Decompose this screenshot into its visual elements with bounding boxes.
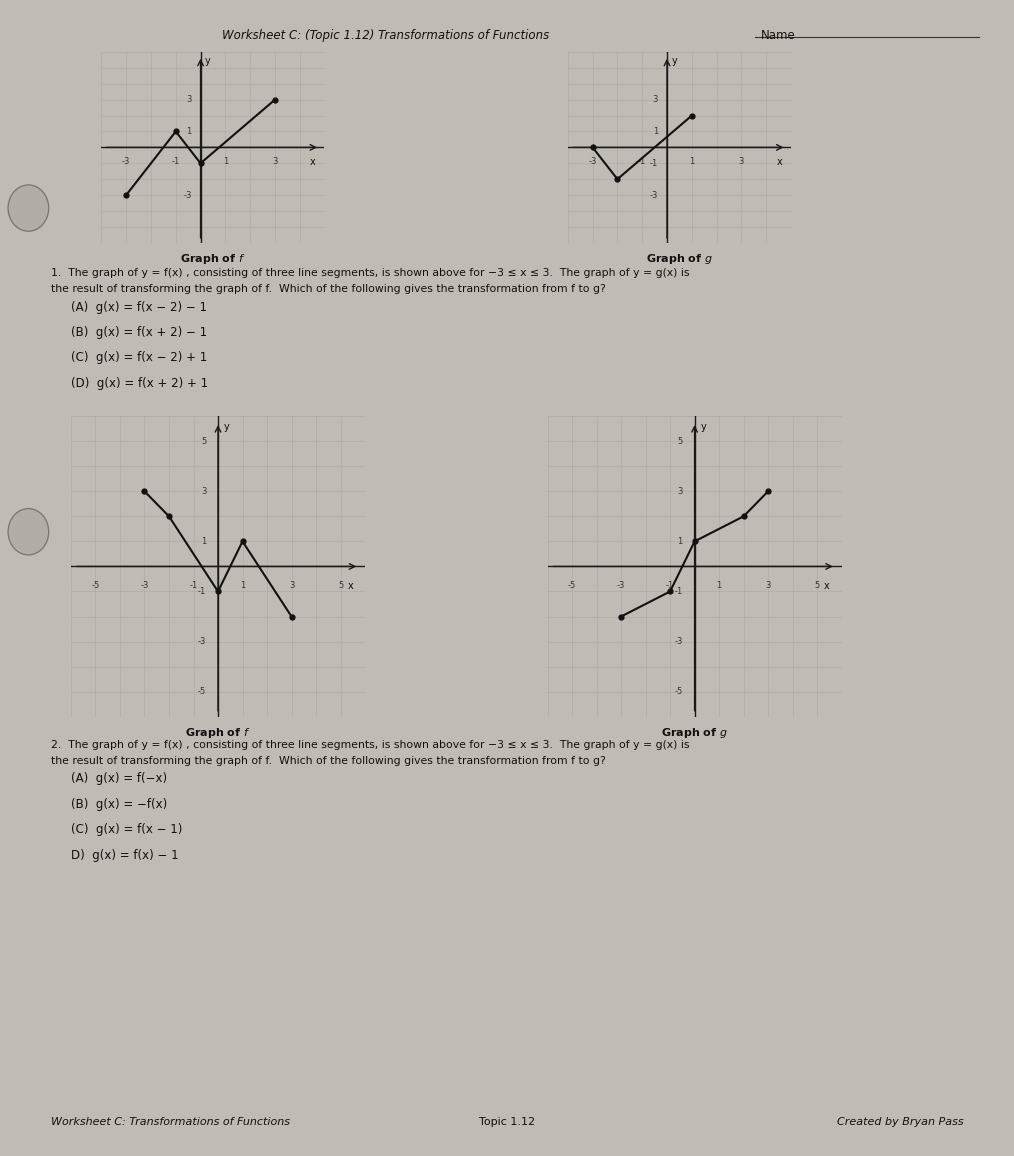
Text: 1: 1 <box>187 127 192 136</box>
Text: -3: -3 <box>674 637 682 646</box>
Text: 3: 3 <box>187 95 192 104</box>
Text: -3: -3 <box>198 637 206 646</box>
Text: (A)  g(x) = f(x − 2) − 1: (A) g(x) = f(x − 2) − 1 <box>71 301 207 313</box>
Text: 1: 1 <box>653 127 658 136</box>
Text: Graph of $f$: Graph of $f$ <box>186 726 250 740</box>
Text: -5: -5 <box>91 581 99 591</box>
Text: Graph of $g$: Graph of $g$ <box>661 726 728 740</box>
Text: 3: 3 <box>272 157 278 166</box>
Text: x: x <box>310 157 315 166</box>
Text: 3: 3 <box>653 95 658 104</box>
Text: Topic 1.12: Topic 1.12 <box>479 1117 535 1127</box>
Text: 1: 1 <box>677 536 682 546</box>
Text: y: y <box>224 422 229 432</box>
Text: Worksheet C: Transformations of Functions: Worksheet C: Transformations of Function… <box>51 1117 290 1127</box>
Text: (D)  g(x) = f(x + 2) + 1: (D) g(x) = f(x + 2) + 1 <box>71 377 208 390</box>
Text: -5: -5 <box>568 581 576 591</box>
Text: 5: 5 <box>814 581 819 591</box>
Text: -3: -3 <box>184 191 192 200</box>
Text: -3: -3 <box>588 157 597 166</box>
Text: 3: 3 <box>677 487 682 496</box>
Text: y: y <box>701 422 706 432</box>
Text: the result of transforming the graph of f.  Which of the following gives the tra: the result of transforming the graph of … <box>51 756 605 766</box>
Text: -1: -1 <box>650 158 658 168</box>
Text: -1: -1 <box>198 587 206 596</box>
Text: -1: -1 <box>171 157 179 166</box>
Text: y: y <box>671 55 677 66</box>
Text: 5: 5 <box>338 581 343 591</box>
Text: -3: -3 <box>140 581 149 591</box>
Text: x: x <box>348 581 353 592</box>
Text: -3: -3 <box>122 157 131 166</box>
Text: D)  g(x) = f(x) − 1: D) g(x) = f(x) − 1 <box>71 849 178 861</box>
Text: x: x <box>777 157 782 166</box>
Text: (C)  g(x) = f(x − 2) + 1: (C) g(x) = f(x − 2) + 1 <box>71 351 207 364</box>
Text: 3: 3 <box>766 581 771 591</box>
Text: -3: -3 <box>617 581 626 591</box>
Text: (C)  g(x) = f(x − 1): (C) g(x) = f(x − 1) <box>71 823 183 836</box>
Text: -3: -3 <box>650 191 658 200</box>
Text: the result of transforming the graph of f.  Which of the following gives the tra: the result of transforming the graph of … <box>51 284 605 295</box>
Text: 3: 3 <box>201 487 206 496</box>
Text: -1: -1 <box>190 581 198 591</box>
Text: 1.  The graph of y = f(x) , consisting of three line segments, is shown above fo: 1. The graph of y = f(x) , consisting of… <box>51 268 690 279</box>
Text: Created by Bryan Pass: Created by Bryan Pass <box>837 1117 963 1127</box>
Text: -1: -1 <box>666 581 674 591</box>
Text: -1: -1 <box>638 157 646 166</box>
Text: y: y <box>205 55 211 66</box>
Text: 2.  The graph of y = f(x) , consisting of three line segments, is shown above fo: 2. The graph of y = f(x) , consisting of… <box>51 740 690 750</box>
Text: 5: 5 <box>677 437 682 446</box>
Text: 5: 5 <box>201 437 206 446</box>
Text: 1: 1 <box>240 581 245 591</box>
Text: 3: 3 <box>738 157 744 166</box>
Text: 1: 1 <box>201 536 206 546</box>
Text: -5: -5 <box>674 687 682 696</box>
Text: 1: 1 <box>690 157 695 166</box>
Text: 1: 1 <box>717 581 722 591</box>
Text: (B)  g(x) = −f(x): (B) g(x) = −f(x) <box>71 798 167 810</box>
Text: -5: -5 <box>198 687 206 696</box>
Text: Graph of $g$: Graph of $g$ <box>646 252 713 266</box>
Text: 1: 1 <box>223 157 228 166</box>
Text: (A)  g(x) = f(−x): (A) g(x) = f(−x) <box>71 772 167 785</box>
Text: x: x <box>824 581 829 592</box>
Text: Graph of $f$: Graph of $f$ <box>180 252 245 266</box>
Text: (B)  g(x) = f(x + 2) − 1: (B) g(x) = f(x + 2) − 1 <box>71 326 207 339</box>
Text: 3: 3 <box>289 581 294 591</box>
Text: Name: Name <box>760 29 795 42</box>
Text: -1: -1 <box>674 587 682 596</box>
Text: Worksheet C: (Topic 1.12) Transformations of Functions: Worksheet C: (Topic 1.12) Transformation… <box>222 29 549 42</box>
